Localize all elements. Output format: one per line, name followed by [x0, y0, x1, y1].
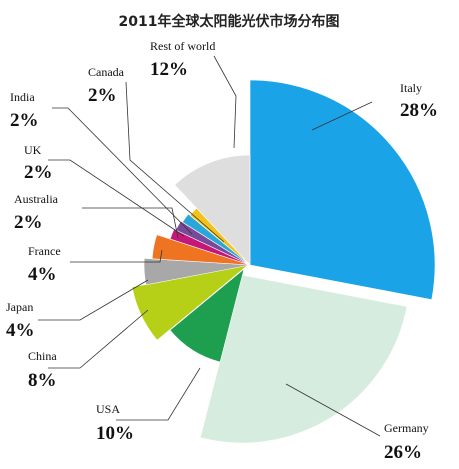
- slice-name-canada: Canada: [88, 65, 125, 79]
- leader-line-rest-of-world: [213, 55, 237, 149]
- slice-value-uk: 2%: [24, 162, 53, 183]
- leader-line-uk: [48, 159, 185, 237]
- leader-line-japan: [38, 279, 149, 321]
- pie-slice-japan: [143, 258, 251, 286]
- pie-slices: [131, 79, 436, 444]
- leader-line-france: [70, 249, 163, 263]
- slice-name-italy: Italy: [400, 81, 422, 95]
- pie-slice-usa: [169, 268, 245, 363]
- pie-slice-france: [151, 234, 251, 266]
- leader-line-china: [48, 309, 149, 369]
- leader-line-india: [52, 107, 193, 235]
- leader-line-germany: [285, 383, 381, 437]
- leader-lines: [38, 55, 381, 437]
- pie-slice-germany: [199, 274, 408, 444]
- slice-name-china: China: [28, 349, 57, 363]
- leader-line-usa: [116, 367, 201, 421]
- slice-name-france: France: [28, 244, 61, 258]
- slice-value-france: 4%: [28, 264, 57, 285]
- slice-value-china: 8%: [28, 370, 57, 391]
- leader-line-australia: [82, 207, 179, 239]
- slice-value-germany: 26%: [384, 442, 422, 463]
- pie-slice-italy: [249, 79, 436, 301]
- slice-name-india: India: [10, 90, 35, 104]
- slice-name-japan: Japan: [6, 300, 33, 314]
- slice-value-usa: 10%: [96, 423, 134, 444]
- slice-value-italy: 28%: [400, 100, 438, 121]
- leader-line-canada: [125, 81, 225, 243]
- slice-name-usa: USA: [96, 402, 120, 416]
- slice-name-rest-of-world: Rest of world: [150, 39, 215, 53]
- slice-name-uk: UK: [24, 143, 42, 157]
- slice-labels: Italy 28% Germany 26% USA 10% China 8% Japan 4% Fr…: [6, 39, 438, 463]
- slice-name-germany: Germany: [384, 421, 429, 435]
- slice-value-japan: 4%: [6, 320, 35, 341]
- slice-value-australia: 2%: [14, 212, 43, 233]
- slice-value-india: 2%: [10, 110, 39, 131]
- chart-title: 2011年全球太阳能光伏市场分布图: [119, 13, 340, 30]
- slice-value-rest-of-world: 12%: [150, 59, 188, 80]
- leader-line-italy: [311, 101, 373, 131]
- pie-slice-rest-of-world: [174, 154, 251, 266]
- pie-slice-india: [182, 213, 251, 266]
- slice-value-canada: 2%: [88, 85, 117, 106]
- slice-name-australia: Australia: [14, 192, 59, 206]
